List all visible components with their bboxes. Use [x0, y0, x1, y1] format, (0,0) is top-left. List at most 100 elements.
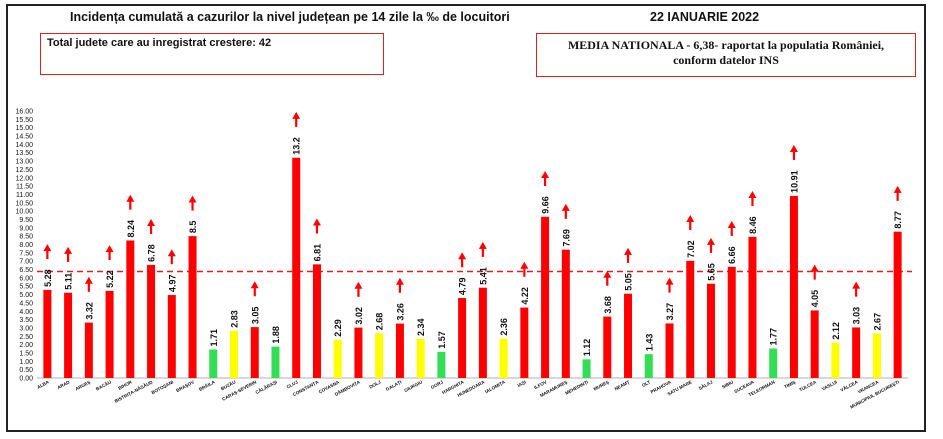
category-label: BRAȘOV [175, 379, 196, 394]
y-tick-label: 11.50 [16, 184, 33, 191]
trend-arrow-head [105, 245, 114, 253]
data-label: 3.27 [665, 303, 675, 321]
bar [64, 292, 73, 378]
bar [561, 249, 570, 378]
data-label: 8.24 [126, 220, 136, 238]
data-label: 3.26 [395, 303, 405, 321]
data-label: 6.78 [147, 244, 157, 262]
y-tick-label: 12.50 [15, 167, 33, 174]
bar [416, 338, 425, 378]
category-label: BIHOR [117, 379, 133, 391]
bar [478, 287, 487, 378]
category-label: OLT [641, 379, 651, 388]
data-label: 3.03 [852, 307, 862, 325]
data-label: 1.43 [644, 334, 654, 352]
y-tick-label: 14.00 [15, 142, 33, 149]
trend-arrow-head [84, 276, 93, 284]
data-label: 8.5 [188, 221, 198, 234]
bar [706, 283, 715, 378]
y-tick-label: 2.50 [19, 334, 33, 341]
category-label: CĂLĂRAȘI [254, 379, 278, 396]
trend-arrow-head [893, 185, 902, 193]
y-tick-label: 14.50 [15, 134, 33, 141]
trend-arrow-head [250, 281, 259, 289]
bar [852, 327, 861, 378]
data-label: 5.65 [706, 263, 716, 281]
data-label: 5.11 [64, 273, 74, 290]
category-label: DOLJ [368, 379, 382, 389]
bar [810, 310, 819, 378]
trend-arrow-head [292, 111, 301, 119]
trend-arrow-head [64, 246, 73, 254]
category-label: BACĂU [95, 378, 113, 391]
bar [872, 333, 881, 378]
y-tick-label: 1.50 [19, 350, 33, 357]
bar [230, 330, 239, 378]
bar [250, 327, 259, 378]
trend-arrow-head [188, 195, 197, 203]
bar [665, 323, 674, 378]
trend-arrow-head [686, 215, 695, 223]
bar [789, 195, 798, 378]
category-label: SĂLAJ [697, 378, 714, 391]
y-tick-label: 5.00 [19, 292, 33, 299]
bar [437, 351, 446, 378]
trend-arrow-head [458, 252, 467, 260]
y-tick-label: 16.00 [15, 109, 33, 116]
y-tick-label: 11.00 [16, 192, 33, 199]
increase-count-box: Total judete care au inregistrat crester… [40, 33, 384, 75]
chart-title: Incidența cumulată a cazurilor la nivel … [70, 10, 510, 24]
data-label: 4.97 [167, 275, 177, 293]
data-label: 1.77 [769, 328, 779, 346]
bar [624, 293, 633, 378]
data-label: 3.32 [84, 302, 94, 320]
data-label: 7.02 [686, 240, 696, 258]
bar [271, 346, 280, 378]
y-tick-label: 6.00 [19, 275, 33, 282]
bar [644, 354, 653, 378]
trend-arrow-head [147, 219, 156, 227]
data-label: 6.81 [312, 244, 322, 262]
data-label: 2.36 [499, 318, 509, 336]
bar [209, 349, 218, 378]
bar [499, 338, 508, 378]
data-label: 5.05 [624, 273, 634, 291]
y-tick-label: 10.50 [15, 200, 33, 207]
bar [188, 236, 197, 378]
y-tick-label: 5.50 [19, 284, 33, 291]
bar [603, 316, 612, 378]
data-label: 1.12 [582, 339, 592, 357]
category-label: ALBA [36, 379, 50, 390]
bar [727, 266, 736, 378]
y-tick-label: 9.00 [19, 225, 33, 232]
y-tick-label: 4.50 [19, 300, 33, 307]
data-label: 8.77 [893, 211, 903, 229]
bar [292, 157, 301, 378]
data-label: 4.22 [520, 287, 530, 305]
data-label: 2.29 [333, 319, 343, 337]
y-tick-label: 1.00 [19, 359, 33, 366]
y-tick-label: 10.00 [15, 209, 33, 216]
data-label: 8.46 [748, 216, 758, 234]
category-label: NEAMȚ [614, 379, 631, 391]
trend-arrow-head [852, 281, 861, 289]
category-label: ARGEȘ [75, 379, 92, 392]
data-label: 7.69 [561, 229, 571, 247]
trend-arrow-head [561, 203, 570, 211]
bar [354, 327, 363, 378]
y-tick-label: 9.50 [19, 217, 33, 224]
bar [541, 216, 550, 378]
trend-arrow-head [810, 264, 819, 272]
bar [43, 289, 52, 378]
y-tick-label: 15.50 [15, 117, 33, 124]
trend-arrow-head [727, 221, 736, 229]
y-tick-label: 2.00 [19, 342, 33, 349]
trend-arrow-head [706, 237, 715, 245]
y-tick-label: 8.50 [19, 234, 33, 241]
bar [893, 231, 902, 378]
data-label: 3.68 [603, 296, 613, 314]
data-label: 5.22 [105, 270, 115, 288]
trend-arrow-head [541, 170, 550, 178]
bar [582, 359, 591, 378]
